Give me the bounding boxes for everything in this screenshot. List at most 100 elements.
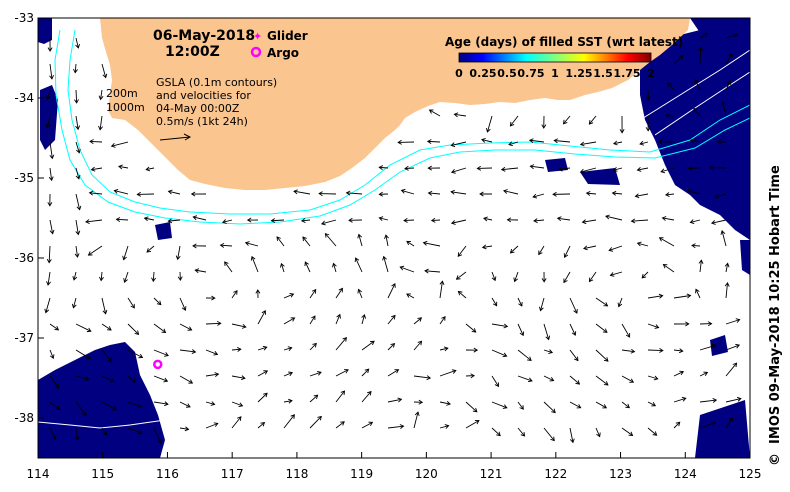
velocity-arrow bbox=[514, 271, 519, 282]
velocity-arrowhead bbox=[533, 218, 538, 224]
velocity-arrow bbox=[302, 236, 311, 247]
velocity-arrowhead bbox=[110, 142, 116, 148]
velocity-arrow bbox=[195, 269, 207, 273]
velocity-arrow bbox=[153, 375, 168, 382]
velocity-arrow bbox=[405, 167, 415, 169]
velocity-arrowhead bbox=[47, 47, 53, 52]
x-tick-label: 114 bbox=[27, 467, 50, 481]
velocity-arrowhead bbox=[138, 353, 144, 359]
velocity-arrow bbox=[193, 216, 207, 221]
velocity-arrow bbox=[605, 215, 623, 221]
velocity-arrowhead bbox=[313, 394, 319, 400]
velocity-arrowhead bbox=[276, 236, 281, 241]
velocity-arrow bbox=[491, 427, 501, 436]
velocity-arrow bbox=[456, 271, 467, 280]
velocity-arrowhead bbox=[645, 127, 651, 132]
velocity-arrow bbox=[451, 219, 467, 224]
velocity-arrow bbox=[428, 192, 441, 195]
velocity-arrowhead bbox=[657, 139, 663, 145]
velocity-arrow bbox=[101, 375, 115, 382]
velocity-arrow bbox=[75, 89, 78, 103]
velocity-arrow bbox=[569, 375, 580, 385]
velocity-arrow bbox=[424, 270, 441, 273]
velocity-arrowhead bbox=[88, 190, 94, 196]
velocity-arrow bbox=[127, 427, 143, 434]
velocity-arrowhead bbox=[364, 368, 370, 374]
velocity-arrow bbox=[725, 282, 728, 299]
velocity-arrowhead bbox=[54, 383, 60, 389]
velocity-arrowhead bbox=[575, 380, 581, 385]
velocity-arrow bbox=[387, 398, 402, 403]
velocity-arrow bbox=[413, 375, 431, 379]
velocity-arrow bbox=[99, 115, 103, 130]
velocity-arrow bbox=[177, 245, 181, 260]
velocity-arrow bbox=[283, 372, 293, 377]
isobath-1000m-label: 1000m bbox=[106, 101, 145, 114]
velocity-arrow bbox=[699, 344, 716, 351]
velocity-arrow bbox=[429, 109, 441, 117]
velocity-arrowhead bbox=[49, 154, 55, 160]
velocity-arrow bbox=[387, 369, 399, 377]
velocity-arrow bbox=[413, 340, 422, 351]
velocity-arrowhead bbox=[476, 165, 482, 171]
velocity-arrow bbox=[647, 323, 659, 329]
velocity-arrow bbox=[400, 266, 415, 273]
velocity-arrowhead bbox=[549, 377, 555, 382]
velocity-arrow bbox=[711, 219, 727, 224]
velocity-arrow bbox=[451, 141, 467, 146]
velocity-arrow bbox=[694, 79, 701, 91]
velocity-arrowhead bbox=[74, 253, 80, 258]
velocity-arrow bbox=[49, 167, 53, 181]
velocity-arrowhead bbox=[687, 165, 693, 171]
velocity-arrowhead bbox=[45, 123, 51, 129]
velocity-arrow bbox=[231, 416, 242, 429]
velocity-arrowhead bbox=[143, 216, 149, 222]
x-tick-label: 121 bbox=[480, 467, 503, 481]
velocity-arrow bbox=[501, 167, 519, 171]
velocity-arrow bbox=[335, 288, 343, 299]
map-date: 06-May-2018 bbox=[153, 28, 255, 44]
mask-northwest bbox=[38, 18, 52, 44]
velocity-arrowhead bbox=[336, 313, 341, 319]
velocity-arrow bbox=[458, 291, 467, 299]
velocity-arrow bbox=[75, 375, 89, 380]
velocity-arrow bbox=[127, 323, 139, 335]
velocity-arrow bbox=[563, 115, 571, 125]
velocity-arrowhead bbox=[596, 432, 601, 438]
velocity-arrowhead bbox=[685, 321, 690, 327]
velocity-arrow bbox=[333, 263, 337, 273]
velocity-arrow bbox=[517, 375, 533, 382]
velocity-arrowhead bbox=[406, 293, 411, 298]
velocity-arrowhead bbox=[185, 403, 191, 408]
velocity-arrow bbox=[101, 297, 107, 314]
y-tick-label: -37 bbox=[14, 331, 34, 345]
velocity-arrow bbox=[48, 245, 51, 263]
velocity-arrowhead bbox=[551, 408, 556, 414]
colorbar-tick-label: 1.5 bbox=[593, 67, 613, 80]
velocity-arrow bbox=[49, 375, 59, 389]
velocity-arrowhead bbox=[192, 243, 197, 249]
velocity-arrow bbox=[309, 343, 317, 351]
velocity-arrowhead bbox=[73, 68, 78, 74]
velocity-arrow bbox=[283, 400, 293, 403]
velocity-arrow bbox=[564, 245, 571, 258]
velocity-arrow bbox=[146, 167, 155, 171]
velocity-arrow bbox=[75, 167, 80, 179]
velocity-arrowhead bbox=[354, 257, 360, 263]
velocity-arrow bbox=[543, 375, 554, 382]
argo-float-circle bbox=[152, 359, 163, 370]
velocity-arrow bbox=[153, 401, 169, 405]
velocity-arrowhead bbox=[76, 148, 81, 154]
velocity-arrowhead bbox=[711, 421, 717, 426]
velocity-arrow bbox=[595, 297, 608, 307]
velocity-arrowhead bbox=[424, 268, 429, 274]
velocity-arrowhead bbox=[735, 318, 741, 323]
velocity-arrowhead bbox=[532, 193, 538, 199]
velocity-arrow bbox=[665, 193, 675, 196]
y-tick-label: -34 bbox=[14, 91, 34, 105]
velocity-arrowhead bbox=[619, 129, 625, 134]
velocity-arrowhead bbox=[473, 347, 479, 353]
velocity-arrowhead bbox=[146, 248, 152, 253]
velocity-arrowhead bbox=[427, 190, 433, 196]
velocity-arrow bbox=[621, 401, 630, 409]
